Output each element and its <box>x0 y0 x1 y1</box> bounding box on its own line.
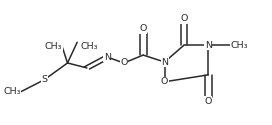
Text: CH₃: CH₃ <box>4 87 21 96</box>
Text: O: O <box>180 14 188 24</box>
Text: O: O <box>161 77 168 86</box>
Text: CH₃: CH₃ <box>231 41 248 50</box>
Text: CH₃: CH₃ <box>81 42 98 51</box>
Text: O: O <box>205 97 212 106</box>
Text: N: N <box>104 52 111 62</box>
Text: CH₃: CH₃ <box>45 42 62 51</box>
Text: N: N <box>205 41 212 50</box>
Text: O: O <box>140 24 147 33</box>
Text: O: O <box>120 58 128 68</box>
Text: S: S <box>41 75 47 84</box>
Text: N: N <box>161 58 168 66</box>
